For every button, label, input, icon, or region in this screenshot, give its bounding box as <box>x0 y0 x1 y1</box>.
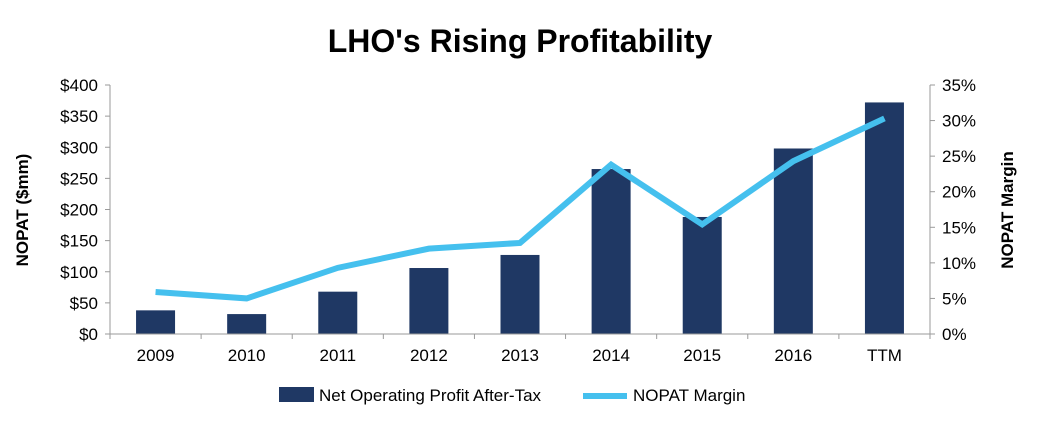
legend-line-label: NOPAT Margin <box>633 386 745 405</box>
x-tick-label: 2010 <box>228 346 266 365</box>
y-tick-label: $150 <box>60 232 98 251</box>
right-ticks-layer: 0% 5% 10% 15% 20% 25% 30% 35% <box>930 76 976 344</box>
bar-2013 <box>500 254 540 334</box>
legend: Net Operating Profit After-Tax NOPAT Mar… <box>279 386 745 405</box>
bar-2014 <box>591 169 631 334</box>
x-ticks-layer: 2009 2010 2011 2012 2013 2014 2015 2016 TTM <box>109 334 931 365</box>
y2-tick-label: 20% <box>942 183 976 202</box>
y2-tick-label: 35% <box>942 76 976 95</box>
x-tick-label: 2011 <box>319 346 356 365</box>
legend-bar-label: Net Operating Profit After-Tax <box>319 386 542 405</box>
bar-2016 <box>773 148 813 334</box>
y-tick-label: $200 <box>60 201 98 220</box>
x-tick-label: 2009 <box>137 346 175 365</box>
bar-ttm <box>864 102 904 335</box>
y-tick-label: $350 <box>60 107 98 126</box>
y-axis-title: NOPAT ($mm) <box>13 154 32 267</box>
y2-tick-label: 10% <box>942 254 976 273</box>
x-tick-label: TTM <box>867 346 902 365</box>
y-tick-label: $300 <box>60 138 98 157</box>
y2-tick-label: 30% <box>942 112 976 131</box>
bars-layer <box>136 102 904 335</box>
left-ticks-layer: $0 $50 $100 $150 $200 $250 $300 $350 $400 <box>60 76 110 344</box>
chart-title: LHO's Rising Profitability <box>328 23 713 59</box>
y-tick-label: $100 <box>60 263 98 282</box>
y2-tick-label: 0% <box>942 325 967 344</box>
y-tick-label: $0 <box>79 325 98 344</box>
bar-2011 <box>318 291 358 334</box>
y-tick-label: $400 <box>60 76 98 95</box>
legend-bar-swatch <box>279 387 314 402</box>
bar-2010 <box>227 314 267 334</box>
x-tick-label: 2015 <box>683 346 721 365</box>
bar-2009 <box>136 310 176 334</box>
y-tick-label: $50 <box>70 294 98 313</box>
y-tick-label: $250 <box>60 169 98 188</box>
y2-tick-label: 5% <box>942 289 967 308</box>
x-tick-label: 2013 <box>501 346 539 365</box>
y2-tick-label: 15% <box>942 218 976 237</box>
y2-axis-title: NOPAT Margin <box>998 151 1017 268</box>
x-tick-label: 2016 <box>774 346 812 365</box>
y2-tick-label: 25% <box>942 147 976 166</box>
nopat-margin-line <box>155 115 886 302</box>
bar-2012 <box>409 268 449 334</box>
x-tick-label: 2014 <box>592 346 630 365</box>
bar-2015 <box>682 216 722 334</box>
x-tick-label: 2012 <box>410 346 448 365</box>
